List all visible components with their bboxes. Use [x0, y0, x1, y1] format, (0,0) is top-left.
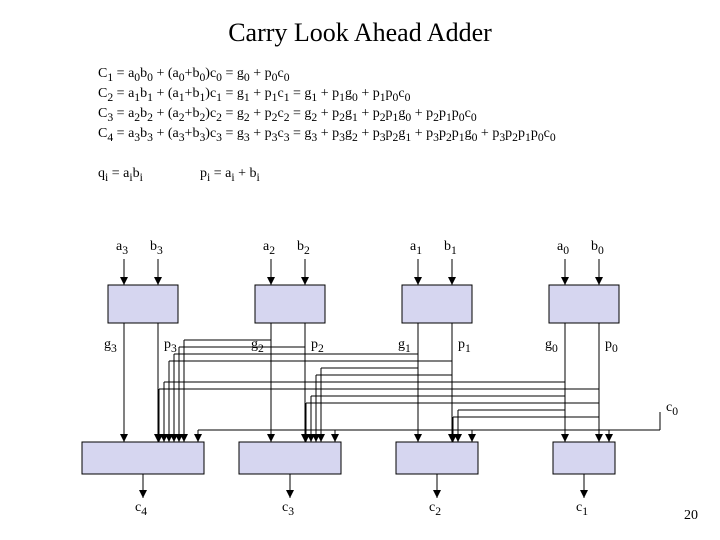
- label-b0: b0: [591, 239, 604, 257]
- label-a3: a3: [116, 239, 128, 257]
- label-p3: p3: [164, 337, 177, 355]
- label-b3: b3: [150, 239, 163, 257]
- label-c2: c2: [429, 500, 441, 518]
- label-g2: g2: [251, 337, 264, 355]
- label-g0: g0: [545, 337, 558, 355]
- label-g1: g1: [398, 337, 411, 355]
- label-c0: c0: [666, 400, 678, 418]
- cla-diagram: [0, 0, 720, 540]
- label-c4: c4: [135, 500, 147, 518]
- page-number: 20: [684, 508, 698, 524]
- label-p0: p0: [605, 337, 618, 355]
- label-a2: a2: [263, 239, 275, 257]
- label-b2: b2: [297, 239, 310, 257]
- label-p2: p2: [311, 337, 324, 355]
- label-b1: b1: [444, 239, 457, 257]
- label-c1: c1: [576, 500, 588, 518]
- label-p1: p1: [458, 337, 471, 355]
- label-a1: a1: [410, 239, 422, 257]
- label-c3: c3: [282, 500, 294, 518]
- label-g3: g3: [104, 337, 117, 355]
- label-a0: a0: [557, 239, 569, 257]
